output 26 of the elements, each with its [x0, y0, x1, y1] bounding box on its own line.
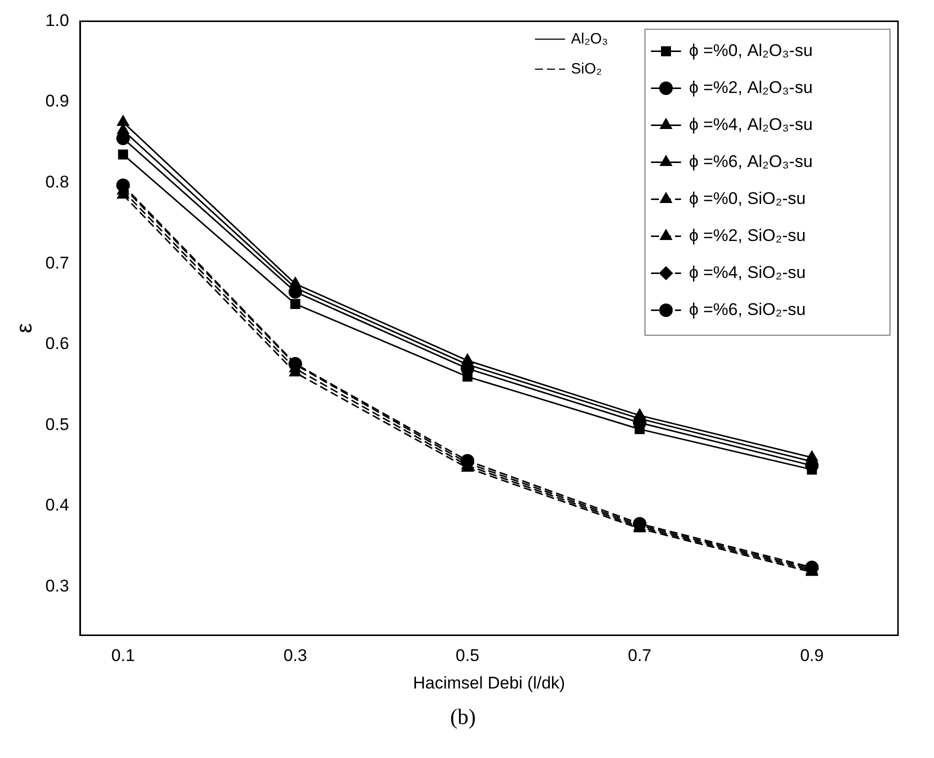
x-tick-label: 0.3 [283, 646, 308, 666]
x-tick-label: 0.9 [800, 646, 824, 666]
y-tick-label: 0.6 [45, 334, 70, 354]
y-tick-label: 1.0 [45, 10, 70, 30]
y-axis-title: ε [11, 323, 36, 334]
legend-label: ϕ =%2, SiO₂-su [689, 226, 806, 245]
legend-label: ϕ =%6, Al₂O₃-su [689, 152, 813, 171]
legend-label: ϕ =%4, SiO₂-su [689, 262, 806, 282]
x-tick-label: 0.7 [628, 646, 652, 666]
x-tick-label: 0.5 [456, 646, 480, 666]
x-axis-title: Hacimsel Debi (l/dk) [412, 673, 566, 692]
text: (b) [449, 704, 477, 730]
y-tick-label: 0.3 [45, 576, 70, 596]
y-tick-label: 0.7 [45, 253, 70, 272]
y-tick-label: 0.4 [45, 496, 70, 515]
y-tick-label: 0.5 [45, 414, 70, 434]
legend-label: ϕ =%4, Al₂O₃-su [689, 114, 813, 134]
legend-label: ϕ =%6, SiO₂-su [689, 300, 806, 319]
x-tick-label: 0.1 [111, 646, 135, 666]
y-tick-label: 0.9 [45, 92, 70, 111]
y-tick-label: 0.8 [45, 172, 70, 192]
legend-label: ϕ =%0, Al₂O₃-su [689, 40, 813, 60]
legend-label: ϕ =%0, SiO₂-su [689, 188, 806, 208]
annotation: Al₂O₃ [571, 30, 608, 48]
annotation: SiO₂ [571, 60, 602, 78]
legend-label: ϕ =%2, Al₂O₃-su [689, 78, 813, 97]
